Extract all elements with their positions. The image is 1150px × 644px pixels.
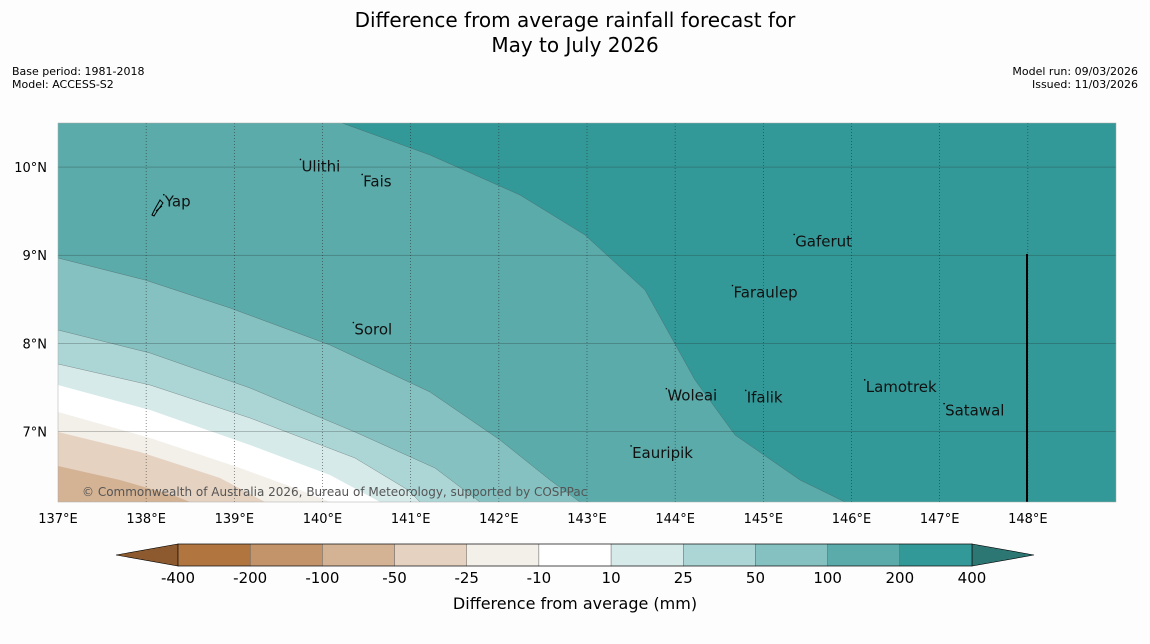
place-name: Woleai: [667, 387, 717, 405]
island-marker: [630, 445, 632, 447]
place-name: Sorol: [354, 321, 392, 339]
contour-band-neg100-neg50: [58, 466, 190, 502]
colorbar-segment: [177, 543, 251, 567]
place-faraulep: Faraulep: [731, 284, 798, 302]
colorbar-over-arrow: [971, 543, 1035, 567]
colorbar-tick-label: -200: [233, 569, 267, 587]
meta-right: Model run: 09/03/2026 Issued: 11/03/2026: [1012, 65, 1138, 91]
island-marker: [299, 158, 302, 161]
island-marker: [863, 379, 866, 381]
colorbar-tick-label: 25: [674, 569, 693, 587]
lon-tick-label: 138°E: [126, 512, 166, 527]
colorbar-label: Difference from average (mm): [452, 594, 698, 613]
island-marker: [731, 284, 734, 287]
island-marker: [352, 321, 355, 324]
place-lamotrek: Lamotrek: [863, 378, 937, 396]
lon-tick-label: 142°E: [479, 512, 519, 527]
colorbar-tick-label: -25: [454, 569, 479, 587]
colorbar-segment: [827, 543, 901, 567]
contour-lines: [58, 123, 846, 502]
island-marker: [163, 193, 165, 196]
lon-tick-label: 144°E: [655, 512, 695, 527]
place-eauripik: Eauripik: [630, 444, 693, 462]
map-frame: [57, 122, 1117, 503]
place-labels: Yap Ulithi Fais Gaferut Faraulep Sorol Woleai I…: [163, 157, 1004, 462]
island-marker: [361, 173, 363, 176]
colorbar: -400 -200 -100 -50 -25 -10 10 25 50 100 200 400: [115, 543, 1035, 587]
place-satawal: Satawal: [943, 402, 1004, 420]
island-marker: [744, 389, 747, 392]
place-name: Gaferut: [795, 232, 852, 250]
lon-tick-label: 148°E: [1008, 512, 1048, 527]
colorbar-segment: [610, 543, 684, 567]
lon-tick-label: 141°E: [391, 512, 431, 527]
latitude-tick-labels: 10°N 9°N 8°N 7°N: [14, 161, 47, 440]
colorbar-tick-label: 200: [885, 569, 914, 587]
island-marker: [665, 387, 668, 390]
lat-tick-label: 9°N: [23, 249, 48, 264]
title-line-1: Difference from average rainfall forecas…: [354, 8, 796, 32]
colorbar-tick-label: -50: [382, 569, 407, 587]
colorbar-tick-label: -400: [161, 569, 195, 587]
colorbar-tick-label: 50: [746, 569, 765, 587]
colorbar-tick-label: -10: [527, 569, 552, 587]
place-woleai: Woleai: [665, 387, 717, 405]
base-period-text: Base period: 1981-2018: [12, 65, 145, 78]
place-ifalik: Ifalik: [744, 388, 783, 406]
place-name: Ifalik: [747, 388, 783, 406]
copyright-notice: © Commonwealth of Australia 2026, Bureau…: [82, 485, 587, 499]
lon-tick-label: 137°E: [38, 512, 78, 527]
place-sorol: Sorol: [352, 321, 392, 339]
place-name: Eauripik: [632, 444, 693, 462]
lon-tick-label: 146°E: [832, 512, 872, 527]
map-title: Difference from average rainfall forecas…: [0, 8, 1150, 58]
colorbar-segment: [683, 543, 756, 567]
place-gaferut: Gaferut: [793, 232, 852, 250]
place-name: Satawal: [945, 402, 1004, 420]
place-fais: Fais: [361, 172, 392, 190]
lat-tick-label: 7°N: [23, 425, 48, 440]
colorbar-tick-label: 100: [813, 569, 842, 587]
island-marker: [793, 233, 795, 236]
place-ulithi: Ulithi: [299, 157, 340, 175]
island-marker: [943, 402, 945, 405]
model-run-text: Model run: 09/03/2026: [1012, 65, 1138, 78]
lon-tick-label: 143°E: [567, 512, 607, 527]
lon-tick-label: 139°E: [215, 512, 255, 527]
rainfall-contours: Yap Ulithi Fais Gaferut Faraulep Sorol Woleai I…: [58, 123, 1116, 502]
colorbar-segment: [538, 543, 612, 567]
place-name: Ulithi: [301, 157, 340, 175]
title-line-2: May to July 2026: [491, 33, 659, 57]
colorbar-segment: [899, 543, 973, 567]
place-name: Fais: [363, 172, 392, 190]
place-yap: Yap: [163, 193, 191, 211]
issued-text: Issued: 11/03/2026: [1031, 78, 1138, 91]
longitude-tick-labels: 137°E 138°E 139°E 140°E 141°E 142°E 143°E 144°E…: [38, 512, 1047, 527]
colorbar-segment: [466, 543, 540, 567]
yap-island-outline: [151, 199, 164, 217]
colorbar-tick-label: 10: [602, 569, 621, 587]
colorbar-segment: [394, 543, 467, 567]
colorbar-segment: [249, 543, 323, 567]
lat-tick-label: 10°N: [14, 161, 47, 176]
colorbar-segment: [755, 543, 828, 567]
place-name: Yap: [164, 193, 191, 211]
colorbar-under-arrow: [115, 543, 179, 567]
lon-tick-label: 140°E: [303, 512, 343, 527]
colorbar-frame: [177, 543, 973, 567]
lon-tick-label: 145°E: [744, 512, 784, 527]
model-text: Model: ACCESS-S2: [12, 78, 114, 91]
place-name: Faraulep: [733, 284, 797, 302]
colorbar-tick-label: 400: [958, 569, 987, 587]
lat-tick-label: 8°N: [23, 337, 48, 352]
place-name: Lamotrek: [866, 378, 937, 396]
colorbar-segment: [322, 543, 395, 567]
colorbar-tick-label: -100: [305, 569, 339, 587]
meta-left: Base period: 1981-2018 Model: ACCESS-S2: [12, 65, 144, 91]
lon-tick-label: 147°E: [920, 512, 960, 527]
